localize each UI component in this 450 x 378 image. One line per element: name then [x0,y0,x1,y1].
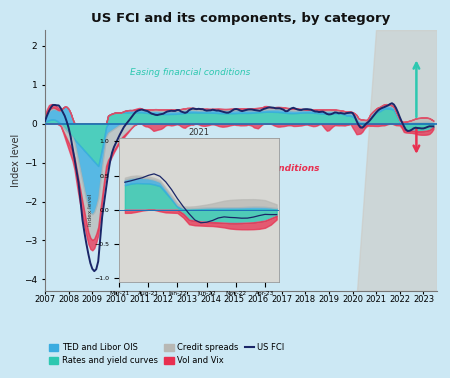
Polygon shape [357,30,436,291]
Title: US FCI and its components, by category: US FCI and its components, by category [91,12,391,25]
Legend: TED and Libor OIS, Rates and yield curves, Credit spreads, Vol and Vix, US FCI: TED and Libor OIS, Rates and yield curve… [49,343,284,365]
Text: Easing financial conditions: Easing financial conditions [130,68,250,77]
Text: Tightening financial conditions: Tightening financial conditions [162,164,320,173]
Y-axis label: Index level: Index level [88,194,93,226]
Title: 2021: 2021 [189,128,210,137]
Y-axis label: Index level: Index level [11,134,21,187]
